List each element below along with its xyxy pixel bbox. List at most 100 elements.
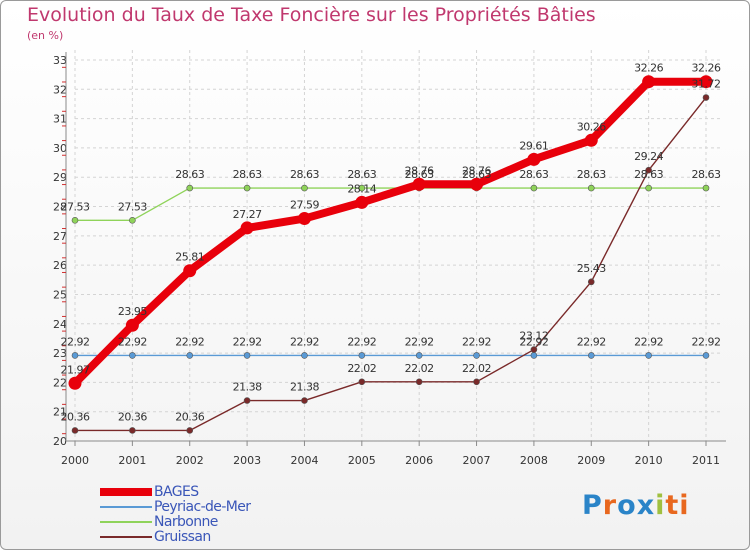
data-label: 29.24 — [634, 150, 663, 163]
data-point — [243, 352, 251, 359]
data-point — [412, 177, 426, 191]
data-label: 28.63 — [577, 168, 606, 181]
chart-title: Evolution du Taux de Taxe Foncière sur l… — [27, 4, 596, 26]
data-label: 20.36 — [61, 410, 90, 423]
data-label: 28.63 — [347, 168, 376, 181]
data-point — [129, 352, 136, 359]
legend-item-gruissan: Gruissan — [100, 529, 250, 545]
y-tick-label: 32 — [53, 83, 67, 96]
x-tick-label: 2005 — [348, 454, 376, 467]
legend-item-narbonne: Narbonne — [100, 514, 250, 530]
data-label: 21.38 — [233, 381, 262, 394]
data-point — [129, 427, 136, 434]
data-label: 28.63 — [175, 168, 204, 181]
data-point — [702, 94, 710, 101]
logo-letter: i — [655, 490, 666, 521]
legend-label-bages: BAGES — [154, 483, 199, 500]
data-label: 22.92 — [692, 335, 721, 348]
data-label: 22.92 — [290, 335, 319, 348]
data-label: 20.36 — [118, 410, 147, 423]
legend-label-peyriac: Peyriac-de-Mer — [154, 498, 251, 515]
data-point — [301, 352, 308, 359]
x-tick-label: 2010 — [635, 454, 663, 467]
data-label: 32.26 — [634, 62, 663, 75]
series-lines — [68, 75, 713, 434]
data-point — [527, 152, 541, 166]
data-label: 28.76 — [405, 164, 434, 177]
data-label: 27.59 — [290, 199, 319, 212]
y-tick-label: 26 — [53, 259, 67, 272]
data-labels: 22.92 22.92 22.92 22.92 22.92 22.92 22.92 22.92… — [61, 62, 722, 424]
data-label: 21.38 — [290, 381, 319, 394]
data-label: 28.63 — [519, 168, 548, 181]
series-line-narbonne — [74, 187, 707, 222]
data-label: 28.63 — [634, 168, 663, 181]
data-label: 25.81 — [175, 251, 204, 264]
data-label: 32.26 — [692, 62, 721, 75]
series-line-bages — [71, 77, 710, 388]
data-label: 22.92 — [118, 335, 147, 348]
x-tick-label: 2004 — [290, 454, 318, 467]
data-label: 22.92 — [405, 335, 434, 348]
data-point — [587, 278, 595, 286]
data-point — [125, 318, 139, 332]
axes: 20 21 22 23 24 25 26 27 28 29 30 31 32 33 2000 2001 2002… — [53, 52, 726, 467]
data-point — [355, 195, 369, 209]
data-point — [183, 264, 197, 278]
data-label: 25.43 — [577, 262, 606, 275]
data-label: 27.53 — [61, 200, 90, 213]
data-point — [530, 346, 538, 353]
y-tick-label: 27 — [53, 230, 67, 243]
x-tick-label: 2003 — [233, 454, 261, 467]
proxiti-logo: Proxiti — [582, 490, 690, 521]
data-point — [243, 184, 251, 192]
data-point — [358, 352, 366, 359]
data-point — [530, 352, 538, 359]
data-label: 27.53 — [118, 200, 147, 213]
y-tick-label: 21 — [53, 406, 67, 419]
data-label: 28.63 — [290, 168, 319, 181]
data-label: 22.92 — [519, 335, 548, 348]
data-point — [645, 352, 652, 359]
data-point — [243, 397, 251, 404]
logo-letter: o — [617, 490, 637, 521]
logo-letter: P — [582, 490, 603, 521]
x-tick-label: 2001 — [118, 454, 146, 467]
data-label: 22.92 — [462, 335, 491, 348]
data-label: 22.92 — [634, 335, 663, 348]
y-tick-label: 29 — [53, 171, 67, 184]
logo-letter: ti — [665, 490, 690, 521]
data-label: 23.95 — [118, 305, 147, 318]
data-point — [297, 212, 311, 226]
data-label: 23.12 — [519, 330, 548, 343]
y-tick-label: 25 — [53, 288, 67, 301]
data-point — [702, 184, 710, 192]
data-label: 28.63 — [233, 168, 262, 181]
x-tick-label: 2011 — [692, 454, 720, 467]
data-label: 28.76 — [462, 164, 491, 177]
legend-swatch-gruissan — [100, 535, 152, 538]
y-tick-label: 20 — [53, 435, 67, 448]
legend-swatch-peyriac — [100, 505, 152, 508]
logo-letter: r — [602, 490, 618, 521]
data-label: 22.92 — [577, 335, 606, 348]
data-point — [358, 184, 366, 192]
data-label: 22.02 — [405, 362, 434, 375]
data-point — [186, 184, 194, 192]
data-point — [699, 75, 713, 89]
data-label: 28.63 — [405, 168, 434, 181]
data-point — [301, 184, 308, 192]
data-point — [473, 352, 480, 359]
y-tick-label: 24 — [53, 318, 67, 331]
x-tick-label: 2007 — [463, 454, 491, 467]
data-point — [587, 352, 595, 359]
data-point — [415, 352, 423, 359]
data-point — [645, 166, 652, 174]
data-label: 22.92 — [233, 335, 262, 348]
data-label: 28.63 — [462, 168, 491, 181]
data-point — [587, 184, 595, 192]
data-point — [358, 378, 366, 386]
y-tick-label: 30 — [53, 142, 67, 155]
data-label: 21.97 — [61, 363, 90, 376]
